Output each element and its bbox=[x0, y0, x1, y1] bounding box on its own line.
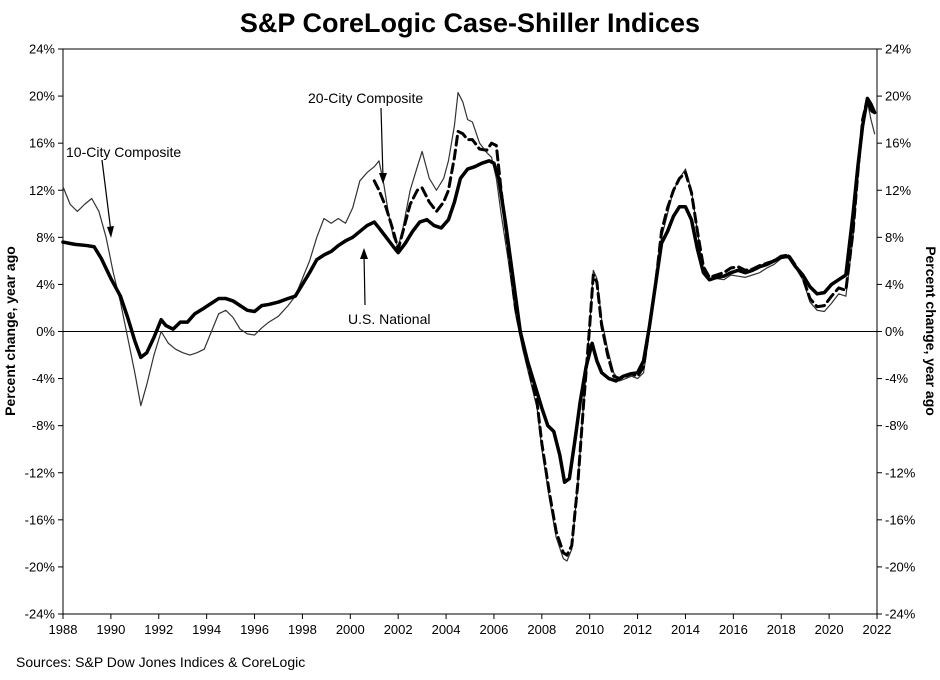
annotation-national: U.S. National bbox=[348, 311, 430, 327]
y-tick-label-left: -8% bbox=[32, 418, 56, 433]
y-tick-label-right: 8% bbox=[885, 230, 904, 245]
y-tick-label-right: 16% bbox=[885, 136, 911, 151]
x-tick-label: 1996 bbox=[240, 622, 269, 637]
y-tick-label-left: 20% bbox=[29, 89, 55, 104]
y-tick-label-left: 16% bbox=[29, 136, 55, 151]
x-tick-label: 2012 bbox=[623, 622, 652, 637]
y-tick-label-left: -4% bbox=[32, 371, 56, 386]
annotation-arrow-10city bbox=[101, 159, 112, 233]
y-tick-label-right: 20% bbox=[885, 89, 911, 104]
x-tick-label: 2018 bbox=[767, 622, 796, 637]
y-axis-right: 24% 20% 16% 12% 8% 4% 0% -4% -8% -12% -16% -20% -24% bbox=[877, 42, 916, 622]
annotation-arrow-national bbox=[363, 253, 366, 306]
y-tick-label-right: -16% bbox=[885, 512, 916, 527]
annotation-20city: 20-City Composite bbox=[308, 90, 423, 106]
y-tick-label-left: 0% bbox=[36, 324, 55, 339]
x-tick-label: 2004 bbox=[432, 622, 461, 637]
annotation-arrowhead-10city bbox=[107, 226, 114, 238]
y-tick-label-right: -20% bbox=[885, 559, 916, 574]
y-tick-label-right: -12% bbox=[885, 465, 916, 480]
y-tick-label-left: 24% bbox=[29, 42, 55, 57]
y-tick-label-right: -4% bbox=[885, 371, 909, 386]
annotation-arrow-20city bbox=[380, 107, 384, 179]
y-tick-label-left: -20% bbox=[25, 559, 56, 574]
y-tick-label-left: 12% bbox=[29, 183, 55, 198]
x-axis: 1988 1990 1992 1994 1996 1998 2000 2002 2004 2006… bbox=[49, 614, 892, 637]
series-line-20-city-composite bbox=[372, 96, 877, 557]
annotation-layer: 10-City Composite 20-City Composite U.S.… bbox=[66, 90, 430, 327]
y-tick-label-left: 8% bbox=[36, 230, 55, 245]
y-tick-label-right: 24% bbox=[885, 42, 911, 57]
x-tick-label: 2000 bbox=[336, 622, 365, 637]
x-tick-label: 2022 bbox=[863, 622, 892, 637]
x-tick-label: 1994 bbox=[192, 622, 221, 637]
y-tick-label-right: 12% bbox=[885, 183, 911, 198]
y-axis-left: 24% 20% 16% 12% 8% 4% 0% -4% -8% -12% -16% -20% -24% bbox=[25, 42, 63, 622]
x-tick-label: 2014 bbox=[671, 622, 700, 637]
y-tick-label-right: 0% bbox=[885, 324, 904, 339]
x-tick-label: 1990 bbox=[96, 622, 125, 637]
y-axis-label-left: Percent change, year ago bbox=[2, 246, 18, 416]
y-tick-label-left: -24% bbox=[25, 607, 56, 622]
y-tick-label-left: -16% bbox=[25, 512, 56, 527]
annotation-arrowhead-20city bbox=[379, 173, 387, 184]
annotation-arrowhead-national bbox=[360, 248, 368, 259]
x-tick-label: 2002 bbox=[384, 622, 413, 637]
chart-source: Sources: S&P Dow Jones Indices & CoreLog… bbox=[16, 654, 306, 670]
annotation-10city: 10-City Composite bbox=[66, 144, 181, 160]
y-tick-label-left: 4% bbox=[36, 277, 55, 292]
series-line-10-city-composite bbox=[62, 91, 876, 562]
x-tick-label: 2010 bbox=[575, 622, 604, 637]
x-tick-label: 1988 bbox=[49, 622, 78, 637]
y-tick-label-right: -8% bbox=[885, 418, 909, 433]
x-tick-label: 1992 bbox=[144, 622, 173, 637]
y-axis-label-right: Percent change, year ago bbox=[923, 246, 939, 416]
x-tick-label: 2016 bbox=[719, 622, 748, 637]
y-tick-label-right: 4% bbox=[885, 277, 904, 292]
series-line-u-s-national bbox=[61, 96, 877, 484]
x-tick-label: 2006 bbox=[479, 622, 508, 637]
x-tick-label: 2008 bbox=[527, 622, 556, 637]
chart-title: S&P CoreLogic Case-Shiller Indices bbox=[239, 8, 701, 38]
y-tick-label-left: -12% bbox=[25, 465, 56, 480]
y-tick-label-right: -24% bbox=[885, 607, 916, 622]
x-tick-label: 1998 bbox=[288, 622, 317, 637]
series-layer bbox=[61, 91, 877, 562]
x-tick-label: 2020 bbox=[815, 622, 844, 637]
